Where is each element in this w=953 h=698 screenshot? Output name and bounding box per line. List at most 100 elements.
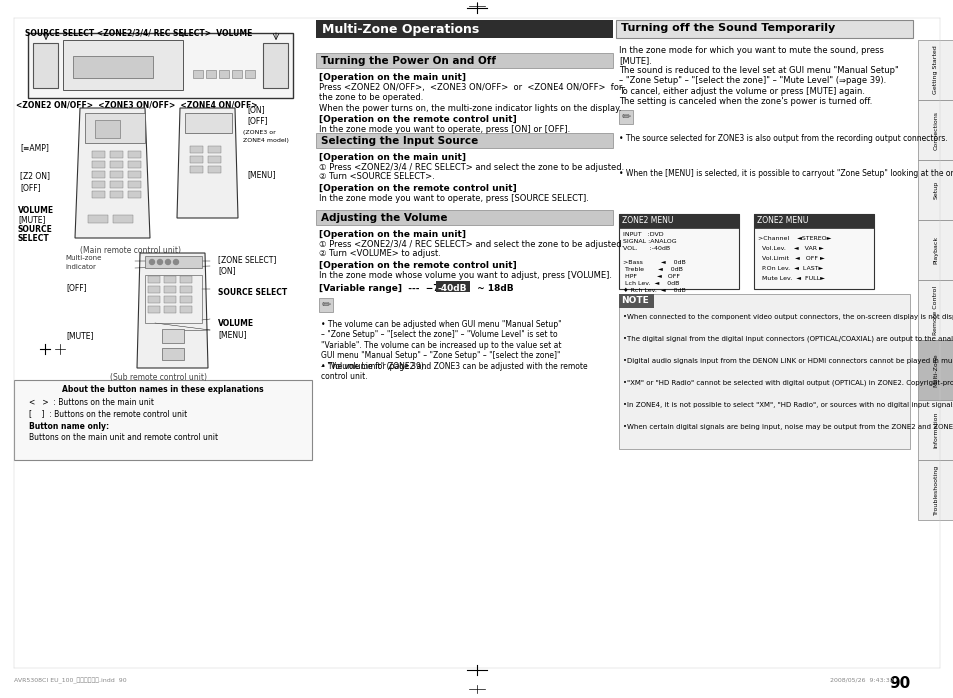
Bar — [128, 181, 141, 188]
Bar — [128, 171, 141, 178]
Bar — [208, 166, 221, 173]
Bar — [618, 294, 654, 308]
Text: [Operation on the remote control unit]: [Operation on the remote control unit] — [318, 184, 517, 193]
Text: [MUTE]: [MUTE] — [18, 215, 46, 224]
Text: ② Turn <SOURCE SELECT>.: ② Turn <SOURCE SELECT>. — [318, 172, 435, 181]
Bar — [917, 160, 953, 220]
Text: SOURCE SELECT: SOURCE SELECT — [218, 288, 287, 297]
Text: Remote Control: Remote Control — [933, 285, 938, 334]
Polygon shape — [137, 253, 208, 368]
Bar — [28, 33, 293, 98]
Text: •"XM" or "HD Radio" cannot be selected with digital output (OPTICAL) in ZONE2. C: •"XM" or "HD Radio" cannot be selected w… — [622, 380, 953, 387]
Text: ZONE4 model): ZONE4 model) — [243, 138, 289, 143]
Bar — [753, 214, 873, 289]
Text: -40dB: -40dB — [437, 284, 467, 293]
Text: [MENU]: [MENU] — [218, 330, 247, 339]
Text: •When certain digital signals are being input, noise may be output from the ZONE: •When certain digital signals are being … — [622, 424, 953, 430]
Bar — [917, 340, 953, 400]
Text: About the button names in these explanations: About the button names in these explanat… — [62, 385, 264, 394]
Text: [Operation on the main unit]: [Operation on the main unit] — [318, 230, 465, 239]
Text: Turning off the Sound Temporarily: Turning off the Sound Temporarily — [620, 23, 835, 33]
Text: AVR5308CI EU_100_和検像作成中.indd  90: AVR5308CI EU_100_和検像作成中.indd 90 — [14, 678, 127, 684]
Bar — [917, 100, 953, 160]
Bar — [185, 113, 232, 133]
Bar — [180, 296, 192, 303]
Bar — [180, 286, 192, 293]
Bar — [232, 70, 242, 78]
Text: VOLUME: VOLUME — [218, 319, 253, 328]
Bar — [148, 306, 160, 313]
Text: <ZONE2 ON/OFF>  <ZONE3 ON/OFF>  <ZONE4 ON/OFF>: <ZONE2 ON/OFF> <ZONE3 ON/OFF> <ZONE4 ON/… — [16, 101, 257, 110]
Bar — [164, 296, 175, 303]
Text: P.On Lev.  ◄  LAST►: P.On Lev. ◄ LAST► — [758, 266, 822, 271]
Bar — [618, 214, 739, 228]
Bar — [616, 20, 912, 38]
Text: • The volume for ZONE2 and ZONE3 can be adjusted with the remote
control unit.: • The volume for ZONE2 and ZONE3 can be … — [320, 362, 587, 381]
Text: NOTE: NOTE — [620, 296, 648, 305]
Text: •Digital audio signals input from the DENON LINK or HDMI connectors cannot be pl: •Digital audio signals input from the DE… — [622, 358, 953, 364]
Bar — [180, 306, 192, 313]
Bar — [148, 276, 160, 283]
Bar — [88, 215, 108, 223]
Bar — [917, 40, 953, 100]
Bar — [436, 281, 470, 292]
Text: 90: 90 — [888, 676, 910, 691]
Bar — [33, 43, 58, 88]
Text: VOL.      :-40dB: VOL. :-40dB — [622, 246, 669, 251]
Text: Multi-Zone Operations: Multi-Zone Operations — [322, 23, 478, 36]
Text: Lch Lev.  ◄    0dB: Lch Lev. ◄ 0dB — [622, 281, 679, 286]
Text: Button name only:: Button name only: — [29, 422, 109, 431]
Bar — [110, 191, 123, 198]
Bar — [180, 276, 192, 283]
Text: HPF          ◄   OFF: HPF ◄ OFF — [622, 274, 679, 279]
Text: •The digital signal from the digital input connectors (OPTICAL/COAXIAL) are outp: •The digital signal from the digital inp… — [622, 336, 953, 343]
Text: Press <ZONE2 ON/OFF>,  <ZONE3 ON/OFF>  or  <ZONE4 ON/OFF>  for
the zone to be op: Press <ZONE2 ON/OFF>, <ZONE3 ON/OFF> or … — [318, 83, 621, 113]
Text: ② Turn <VOLUME> to adjust.: ② Turn <VOLUME> to adjust. — [318, 249, 440, 258]
Text: 2008/05/26  9:43:32: 2008/05/26 9:43:32 — [829, 678, 893, 683]
Text: SOURCE SELECT <ZONE2/3/4/ REC SELECT>  VOLUME: SOURCE SELECT <ZONE2/3/4/ REC SELECT> VO… — [25, 28, 253, 37]
Text: VOLUME: VOLUME — [18, 206, 54, 215]
Bar — [91, 181, 105, 188]
Circle shape — [150, 260, 154, 265]
Bar — [917, 460, 953, 520]
Bar — [263, 43, 288, 88]
Bar — [315, 20, 613, 38]
Bar — [618, 294, 909, 449]
Bar — [618, 214, 739, 289]
Circle shape — [157, 260, 162, 265]
Bar — [95, 120, 120, 138]
Bar — [208, 146, 221, 153]
Bar — [148, 296, 160, 303]
Bar — [219, 70, 229, 78]
Bar — [917, 280, 953, 340]
Bar — [164, 286, 175, 293]
Text: SELECT: SELECT — [18, 234, 50, 243]
Bar — [162, 329, 184, 343]
Bar — [315, 210, 613, 225]
Text: [ON]: [ON] — [218, 266, 235, 275]
Bar — [318, 298, 333, 312]
Bar — [193, 70, 203, 78]
Text: Turning the Power On and Off: Turning the Power On and Off — [320, 56, 496, 66]
Text: ♦ Rch Lev.  ◄    0dB: ♦ Rch Lev. ◄ 0dB — [622, 288, 685, 293]
Text: •In ZONE4, it is not possible to select "XM", "HD Radio", or sources with no dig: •In ZONE4, it is not possible to select … — [622, 402, 953, 408]
Circle shape — [173, 260, 178, 265]
Text: [ON]: [ON] — [247, 105, 264, 114]
Text: Buttons on the main unit and remote control unit: Buttons on the main unit and remote cont… — [29, 433, 218, 442]
Bar — [164, 306, 175, 313]
Polygon shape — [177, 108, 237, 218]
Text: Connections: Connections — [933, 110, 938, 149]
Text: (Main remote control unit): (Main remote control unit) — [80, 246, 181, 255]
Bar — [63, 40, 183, 90]
Text: • When the [MENU] is selected, it is possible to carryout "Zone Setup" looking a: • When the [MENU] is selected, it is pos… — [618, 169, 953, 178]
Polygon shape — [75, 108, 150, 238]
Text: ZONE2 MENU: ZONE2 MENU — [621, 216, 673, 225]
Text: ✏: ✏ — [321, 300, 331, 310]
Text: In the zone mode you want to operate, press [ON] or [OFF].: In the zone mode you want to operate, pr… — [318, 125, 570, 134]
Text: Information: Information — [933, 412, 938, 448]
Text: [Operation on the remote control unit]: [Operation on the remote control unit] — [318, 261, 517, 270]
Text: Multi-zone: Multi-zone — [65, 255, 101, 261]
Bar — [753, 214, 873, 228]
Text: [Operation on the remote control unit]: [Operation on the remote control unit] — [318, 115, 517, 124]
Circle shape — [165, 260, 171, 265]
